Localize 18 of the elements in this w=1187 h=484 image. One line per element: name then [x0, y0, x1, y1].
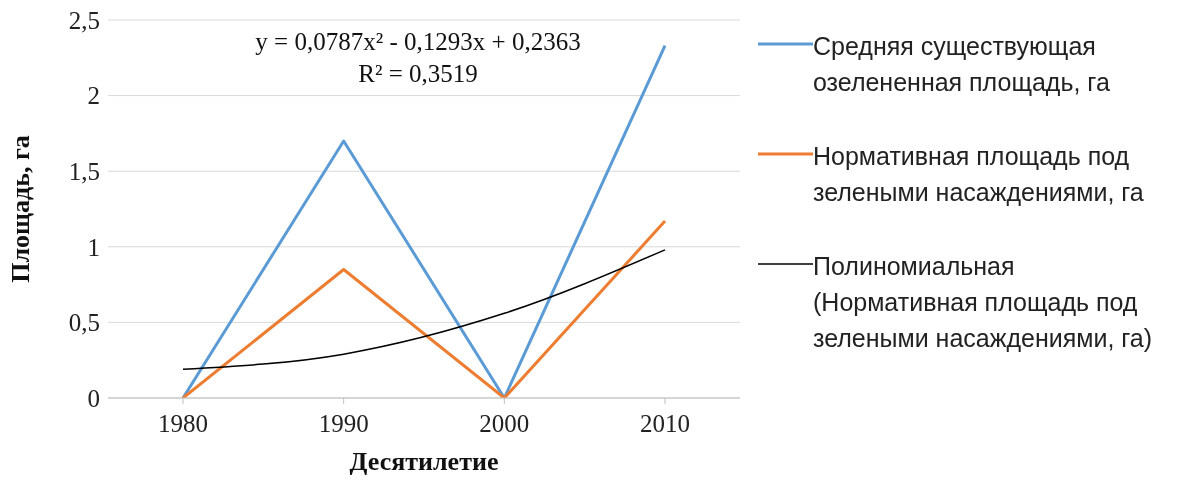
y-tick-label: 2,5 [68, 6, 100, 34]
y-tick-label: 0 [87, 384, 100, 412]
x-tick-label: 2000 [479, 409, 530, 437]
annotation: y = 0,0787x² - 0,1293x + 0,2363 [254, 27, 582, 57]
y-tick-label: 1 [87, 233, 100, 261]
y-tick-label: 0,5 [68, 309, 100, 337]
y-tick-label: 1,5 [68, 158, 100, 186]
x-axis-title: Десятилетие [349, 447, 499, 476]
line-series [182, 249, 666, 371]
x-tick-label: 2010 [640, 409, 690, 437]
y-axis-title: Площадь, га [6, 135, 36, 283]
x-tick-label: 1990 [318, 409, 369, 437]
x-tick-label: 1980 [158, 409, 208, 437]
annotation: R² = 0,3519 [357, 59, 479, 89]
legend-label: Средняя существующая озелененная площадь, га [813, 31, 1111, 98]
legend-label: Нормативная площадь под зелеными насаждениями, га [813, 141, 1145, 208]
legend-label: Полиномиальная (Нормативная площадь под зелеными насаждениями, га) [813, 251, 1154, 354]
y-tick-label: 2 [87, 82, 100, 110]
